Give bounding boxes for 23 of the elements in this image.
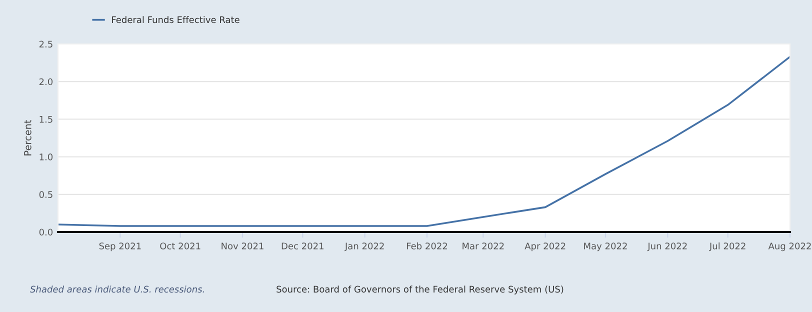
x-tick-label: Nov 2021: [222, 242, 264, 250]
x-tick-label: Jul 2022: [708, 242, 746, 252]
x-tick-label: Jun 2022: [647, 242, 687, 252]
x-tick-label: Sep 2021: [99, 242, 141, 252]
x-tick-label: Dec 2021: [282, 242, 324, 250]
y-tick-label: 0.5: [39, 191, 52, 198]
y-tick-label: 1.0: [40, 154, 53, 160]
text: Shaded areas indicate U.S. recessions.: [30, 286, 204, 293]
x-tick-label: Jan 2022: [344, 242, 384, 252]
x-tick-label: Aug 2022: [768, 242, 811, 252]
x-tick-label: Oct 2021: [160, 242, 200, 250]
y-axis-title: Percent: [24, 120, 32, 156]
x-tick-label: Feb 2022: [406, 242, 448, 250]
line-series: [58, 56, 790, 227]
x-tick-label: Apr 2022: [524, 242, 566, 252]
x-tick-label: Mar 2022: [462, 242, 504, 250]
y-tick-label: 2.0: [39, 78, 53, 86]
source-note: Source: Board of Governors of the Federal Reserve System (US): [276, 286, 564, 294]
legend-label: Federal Funds Effective Rate: [112, 16, 240, 24]
x-tick-label: May 2022: [584, 242, 627, 252]
y-tick-label: 1.5: [40, 116, 52, 123]
y-tick-label: 2.5: [39, 40, 52, 48]
y-tick-label: 0.0: [39, 228, 53, 236]
